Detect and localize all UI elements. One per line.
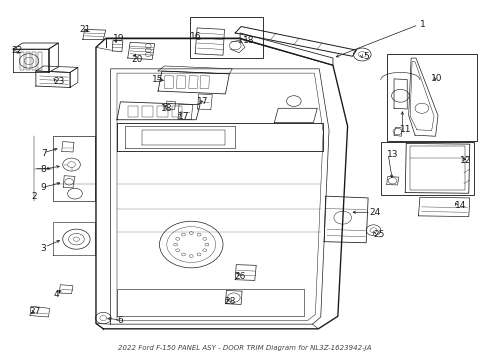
Text: 15: 15 [152, 75, 164, 84]
Bar [172, 107, 182, 117]
Text: 7: 7 [41, 149, 47, 158]
Text: 2: 2 [31, 192, 37, 201]
Text: 23: 23 [53, 77, 65, 86]
Text: 9: 9 [41, 183, 47, 192]
Text: 8: 8 [41, 166, 47, 175]
Text: 26: 26 [234, 272, 245, 281]
Text: 24: 24 [369, 208, 381, 217]
Bar [387, 54, 477, 140]
Text: 4: 4 [53, 289, 59, 298]
Text: 16: 16 [190, 32, 202, 41]
Text: 17: 17 [197, 97, 209, 106]
Bar [190, 17, 263, 58]
Text: 17: 17 [177, 112, 189, 121]
Bar [381, 142, 474, 195]
Text: 25: 25 [373, 230, 384, 239]
Text: 14: 14 [455, 201, 466, 210]
Bar [410, 146, 465, 190]
Text: 11: 11 [400, 125, 412, 134]
Text: 12: 12 [460, 156, 471, 165]
Text: 18: 18 [161, 104, 172, 113]
Bar [53, 136, 95, 201]
Text: 10: 10 [431, 75, 442, 84]
Text: 6: 6 [117, 316, 122, 325]
Text: 21: 21 [80, 25, 91, 34]
Bar [38, 52, 42, 69]
Text: 2022 Ford F-150 PANEL ASY - DOOR TRIM Diagram for NL3Z-1623942-JA: 2022 Ford F-150 PANEL ASY - DOOR TRIM Di… [118, 345, 372, 351]
Bar [143, 107, 153, 117]
Bar [157, 107, 168, 117]
Bar [32, 52, 36, 69]
Text: 1: 1 [420, 19, 426, 28]
Text: 13: 13 [387, 150, 398, 159]
Text: 5: 5 [363, 52, 369, 61]
Text: 22: 22 [11, 46, 23, 55]
Text: 27: 27 [29, 307, 40, 316]
Text: 3: 3 [41, 244, 47, 253]
Text: 20: 20 [132, 55, 143, 64]
Bar [128, 107, 139, 117]
Text: 28: 28 [224, 297, 236, 306]
Text: 19: 19 [113, 34, 124, 43]
Text: 18: 18 [243, 36, 254, 45]
Bar [20, 52, 24, 69]
Bar [26, 52, 30, 69]
